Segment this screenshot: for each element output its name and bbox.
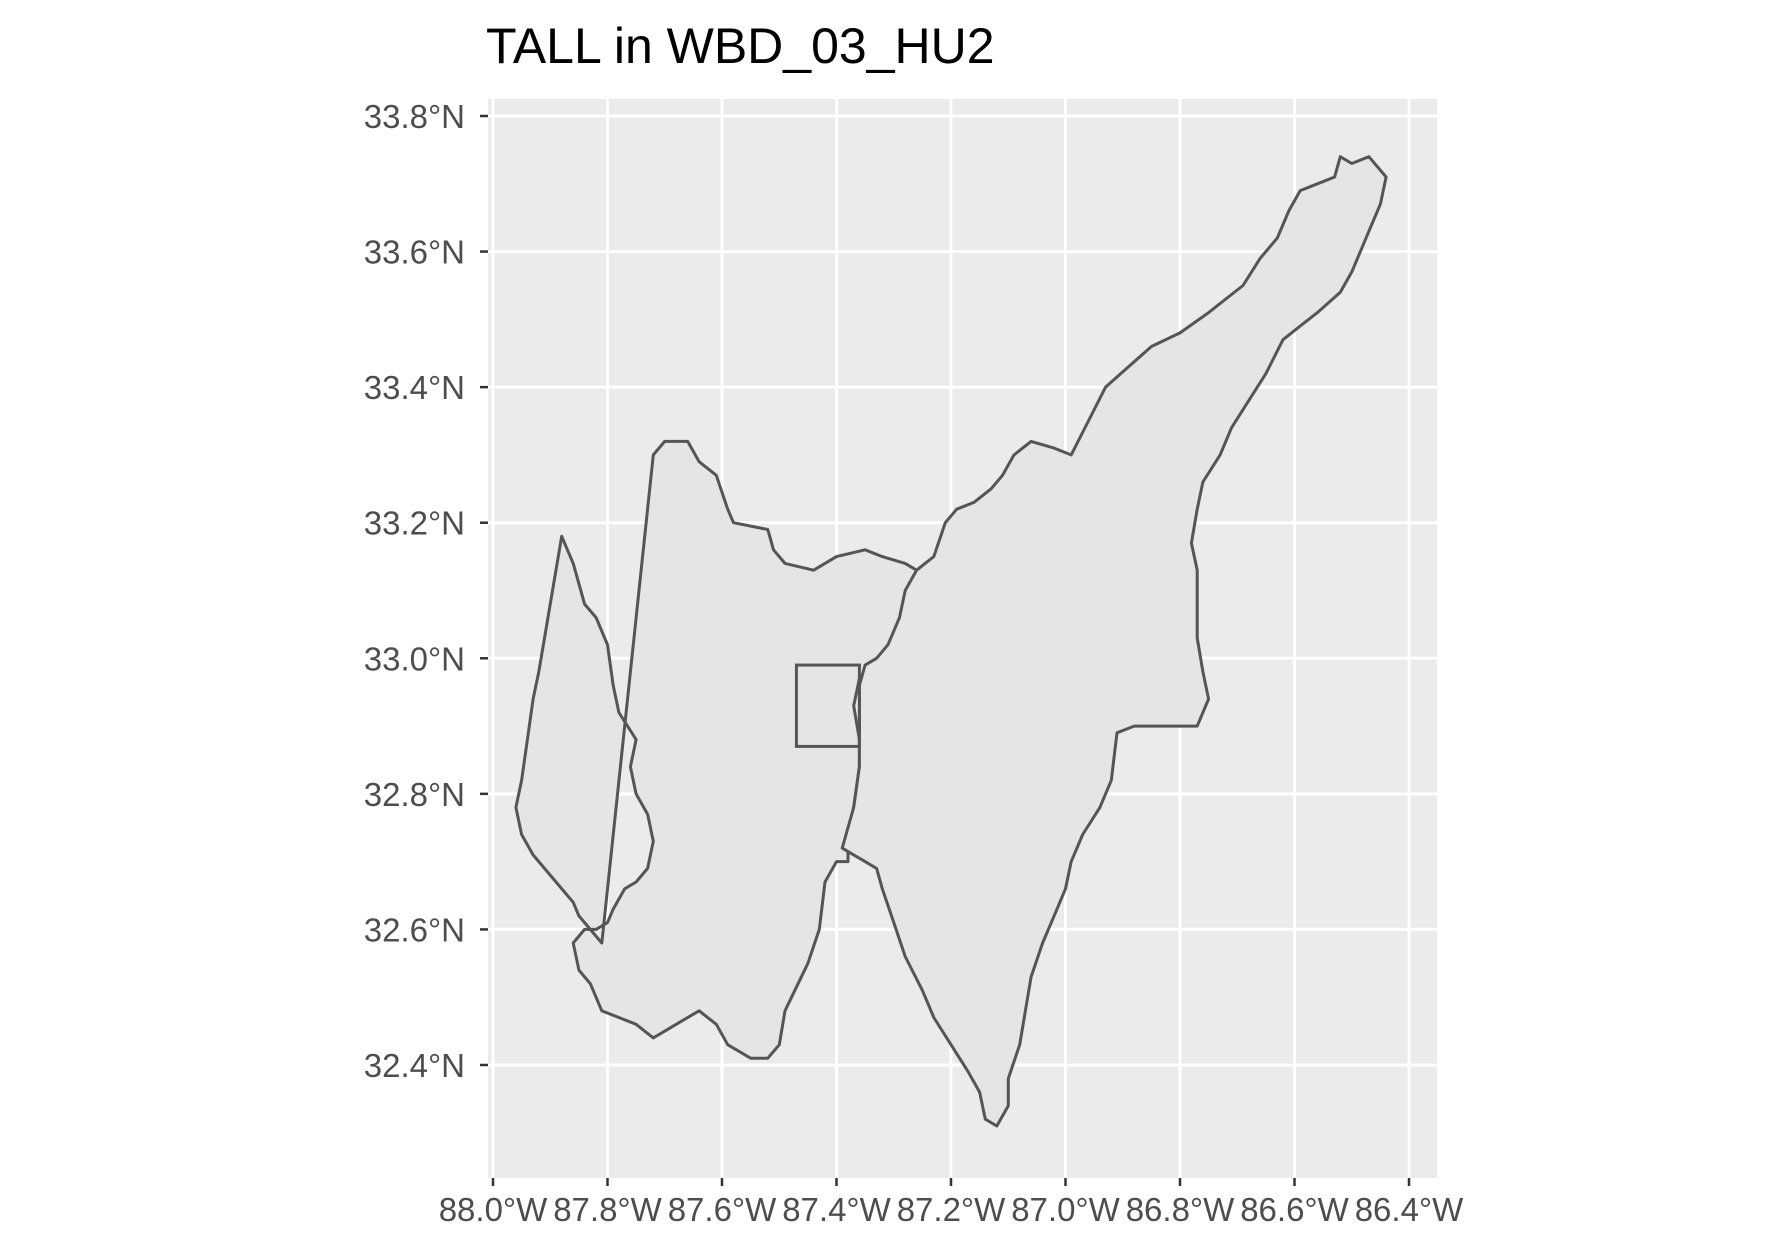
x-tick-label: 86.4°W — [1355, 1191, 1464, 1228]
x-tick-label: 87.8°W — [553, 1191, 662, 1228]
y-tick-label: 33.0°N — [364, 640, 465, 677]
x-tick-label: 87.2°W — [897, 1191, 1006, 1228]
y-tick-label: 33.2°N — [364, 505, 465, 542]
x-tick-label: 87.6°W — [668, 1191, 777, 1228]
x-axis-ticks: 88.0°W 87.8°W 87.6°W 87.4°W 87.2°W 87.0°W 86.8… — [439, 1178, 1464, 1228]
y-tick-label: 33.4°N — [364, 369, 465, 406]
y-tick-label: 32.8°N — [364, 776, 465, 813]
eastern-watershed-polygon — [840, 155, 1388, 1128]
x-tick-label: 87.0°W — [1011, 1191, 1120, 1228]
x-tick-label: 88.0°W — [439, 1191, 548, 1228]
x-tick-label: 86.8°W — [1126, 1191, 1235, 1228]
x-tick-label: 86.6°W — [1240, 1191, 1349, 1228]
watershed-layer — [514, 155, 1388, 1128]
western-watershed-polygon — [514, 439, 930, 1060]
site-boundary-box — [794, 663, 861, 748]
y-tick-label: 32.4°N — [364, 1047, 465, 1084]
map-title: TALL in WBD_03_HU2 — [486, 18, 995, 74]
y-tick-label: 33.6°N — [364, 234, 465, 271]
x-tick-label: 87.4°W — [782, 1191, 891, 1228]
y-tick-label: 32.6°N — [364, 911, 465, 948]
y-axis-ticks: 32.4°N 32.6°N 32.8°N 33.0°N 33.2°N 33.4°N 33.6… — [364, 98, 488, 1084]
y-tick-label: 33.8°N — [364, 98, 465, 135]
